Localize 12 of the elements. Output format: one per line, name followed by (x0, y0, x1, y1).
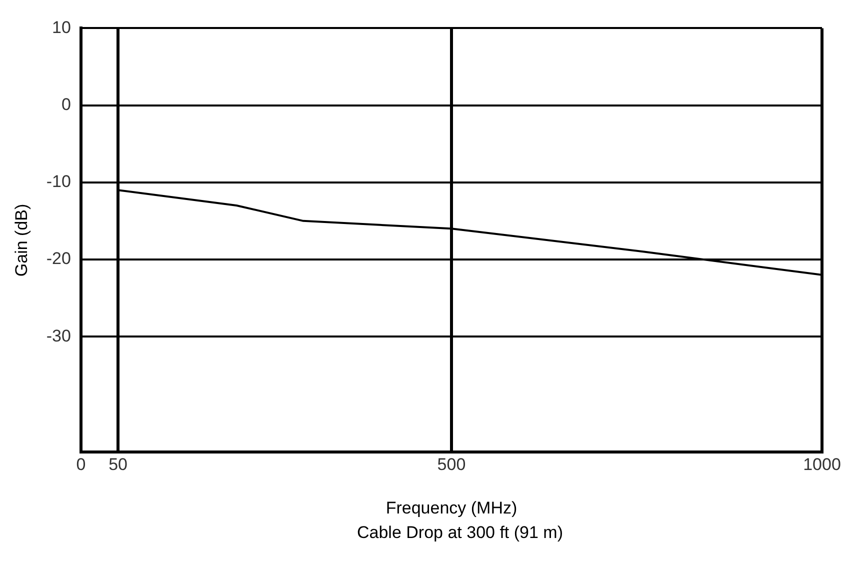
x-tick-label: 0 (76, 455, 86, 474)
y-tick-label: -10 (46, 172, 71, 192)
y-tick-label: -20 (46, 249, 71, 268)
text: Cable Drop at 300 ft (91 m) (356, 523, 564, 543)
x-axis-title: Frequency (MHz) (386, 498, 518, 518)
x-tick-label: 500 (437, 455, 466, 474)
x-tick-label: 50 (108, 455, 128, 474)
y-tick-label: 0 (62, 94, 71, 114)
y-tick-label: 10 (52, 18, 71, 37)
y-tick-label: -30 (46, 326, 71, 346)
x-tick-label: 1000 (803, 455, 841, 474)
y-axis-title: Gain (dB) (12, 204, 31, 277)
